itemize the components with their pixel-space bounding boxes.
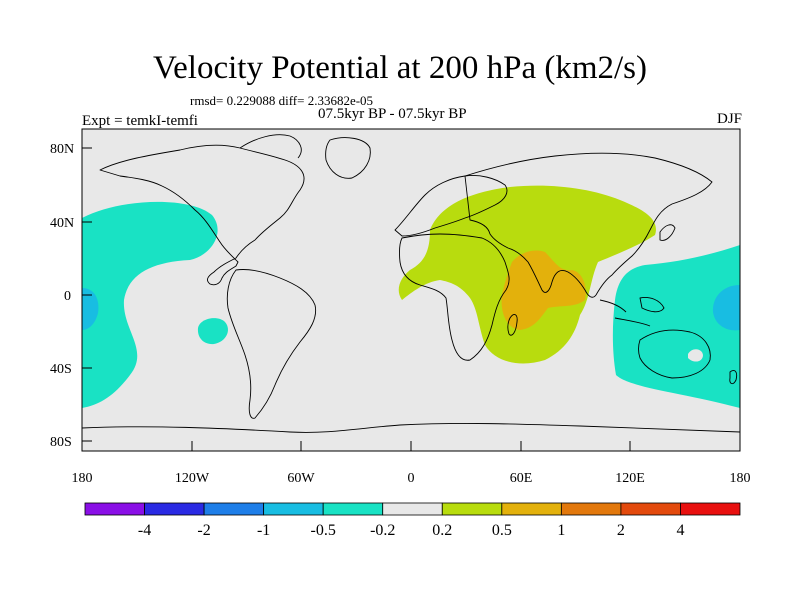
season-label: DJF — [716, 111, 742, 127]
lon-label: 60W — [287, 471, 315, 486]
colorbar-label: -4 — [138, 522, 151, 539]
colorbar-label: -0.2 — [370, 522, 395, 539]
colorbar-label: -2 — [197, 522, 210, 539]
lon-label: 120W — [175, 471, 210, 486]
lon-axis: 180 120W 60W 0 60E 120E 180 — [72, 441, 751, 486]
lat-label: 40N — [50, 216, 74, 231]
colorbar-label: -0.5 — [311, 522, 336, 539]
lon-label: 120E — [615, 471, 645, 486]
contour-neg-pacific-east — [82, 201, 218, 408]
colorbar-label: 4 — [676, 522, 684, 539]
lon-label: 60E — [510, 471, 533, 486]
experiment-label: Expt = temkI-temfi — [82, 113, 198, 129]
coastlines — [82, 134, 740, 433]
colorbar-label: 2 — [617, 522, 625, 539]
contour-neg-west-pacific-core — [712, 285, 740, 331]
contour-hole-australia — [688, 349, 703, 362]
lat-label: 80N — [50, 142, 74, 157]
colorbar-swatch — [441, 502, 503, 516]
colorbar-label: -1 — [257, 522, 270, 539]
colorbar-label: 0.2 — [432, 522, 452, 539]
lon-label: 180 — [730, 471, 751, 486]
map-title: Velocity Potential at 200 hPa (km2/s) — [152, 50, 648, 86]
colorbar-label: 1 — [557, 522, 565, 539]
period-subtitle: 07.5kyr BP - 07.5kyr BP — [318, 106, 467, 122]
colorbar-swatch — [144, 502, 205, 516]
colorbar-swatch — [203, 502, 265, 516]
colorbar-swatch — [84, 502, 145, 516]
colorbar: -4 -2 -1 -0.5 -0.2 0.2 0.5 1 2 4 — [84, 502, 741, 539]
stats-line: rmsd= 0.229088 diff= 2.33682e-05 — [190, 93, 374, 108]
lat-label: 40S — [50, 362, 72, 377]
colorbar-swatch — [382, 502, 443, 516]
lat-label: 80S — [50, 435, 72, 450]
lat-axis: 80N 40N 0 40S 80S — [50, 142, 92, 450]
colorbar-swatch — [501, 502, 562, 516]
lat-label: 0 — [64, 289, 71, 304]
colorbar-swatch — [680, 502, 741, 516]
contour-neg-south-pacific — [197, 318, 228, 345]
colorbar-swatch — [560, 502, 622, 516]
colorbar-label: 0.5 — [492, 522, 512, 539]
lon-label: 0 — [408, 471, 415, 486]
contour-neg-pacific-east-core — [82, 288, 99, 330]
colorbar-swatch — [263, 502, 324, 516]
colorbar-swatch — [322, 502, 384, 516]
lon-label: 180 — [72, 471, 93, 486]
colorbar-swatch — [620, 502, 681, 516]
contour-neg-west-pacific — [612, 245, 740, 408]
